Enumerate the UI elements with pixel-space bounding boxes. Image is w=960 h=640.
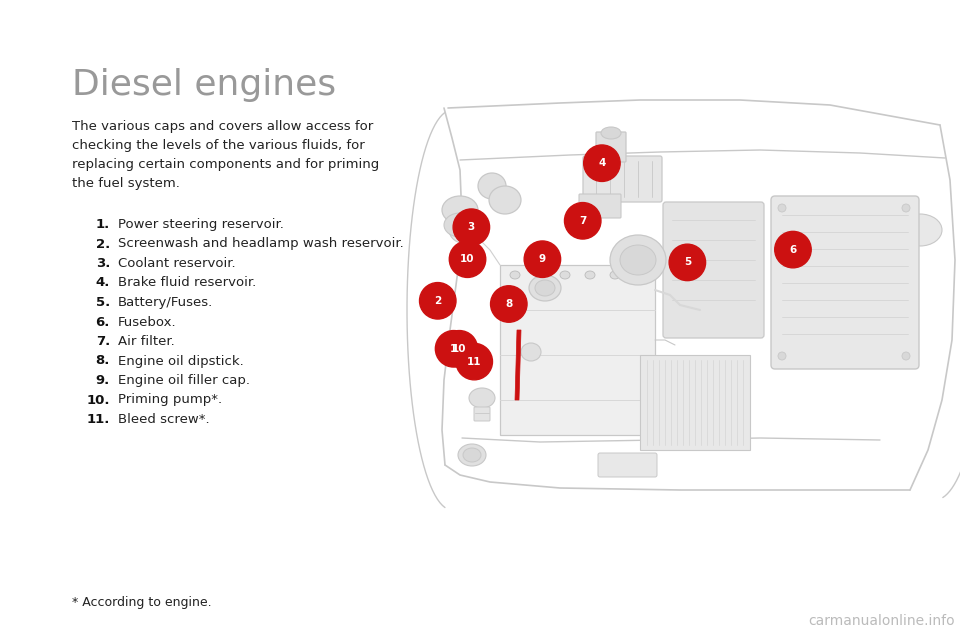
- Text: 6: 6: [789, 244, 797, 255]
- Text: 7: 7: [579, 216, 587, 226]
- FancyBboxPatch shape: [598, 453, 657, 477]
- Ellipse shape: [469, 388, 495, 408]
- Ellipse shape: [620, 245, 656, 275]
- Circle shape: [441, 330, 477, 367]
- FancyBboxPatch shape: [474, 407, 490, 421]
- Text: 9: 9: [539, 254, 546, 264]
- Circle shape: [584, 145, 620, 182]
- Text: 9.: 9.: [96, 374, 110, 387]
- Text: 1.: 1.: [96, 218, 110, 231]
- Text: Fusebox.: Fusebox.: [118, 316, 177, 328]
- Text: 2.: 2.: [96, 237, 110, 250]
- Text: 8: 8: [505, 299, 513, 309]
- Text: 7.: 7.: [96, 335, 110, 348]
- Ellipse shape: [902, 352, 910, 360]
- Circle shape: [775, 231, 811, 268]
- Text: Air filter.: Air filter.: [118, 335, 175, 348]
- Ellipse shape: [444, 213, 476, 237]
- Circle shape: [491, 285, 527, 323]
- Ellipse shape: [521, 343, 541, 361]
- Circle shape: [435, 330, 472, 367]
- FancyBboxPatch shape: [579, 194, 621, 218]
- Ellipse shape: [463, 448, 481, 462]
- Bar: [500, 265, 655, 435]
- Text: Priming pump*.: Priming pump*.: [118, 394, 222, 406]
- Ellipse shape: [778, 204, 786, 212]
- Text: Bleed screw*.: Bleed screw*.: [118, 413, 209, 426]
- Ellipse shape: [635, 271, 645, 279]
- Text: 8.: 8.: [96, 355, 110, 367]
- Text: Coolant reservoir.: Coolant reservoir.: [118, 257, 235, 270]
- FancyBboxPatch shape: [596, 132, 626, 162]
- Text: 4.: 4.: [96, 276, 110, 289]
- Text: 11.: 11.: [86, 413, 110, 426]
- Ellipse shape: [560, 271, 570, 279]
- Text: 3.: 3.: [96, 257, 110, 270]
- Ellipse shape: [442, 196, 478, 224]
- Text: * According to engine.: * According to engine.: [72, 596, 211, 609]
- Ellipse shape: [610, 235, 666, 285]
- Text: 6.: 6.: [96, 316, 110, 328]
- Ellipse shape: [535, 271, 545, 279]
- Bar: [640, 355, 750, 450]
- Ellipse shape: [478, 173, 506, 199]
- FancyBboxPatch shape: [583, 156, 662, 202]
- Ellipse shape: [585, 271, 595, 279]
- Circle shape: [453, 209, 490, 245]
- Text: 10.: 10.: [86, 394, 110, 406]
- Text: 11: 11: [467, 356, 482, 367]
- Text: Diesel engines: Diesel engines: [72, 68, 336, 102]
- Ellipse shape: [535, 280, 555, 296]
- Ellipse shape: [610, 271, 620, 279]
- Ellipse shape: [778, 352, 786, 360]
- Text: Power steering reservoir.: Power steering reservoir.: [118, 218, 284, 231]
- Ellipse shape: [601, 127, 621, 139]
- Ellipse shape: [449, 216, 485, 244]
- Text: Battery/Fuses.: Battery/Fuses.: [118, 296, 213, 309]
- Circle shape: [524, 241, 561, 278]
- Ellipse shape: [898, 214, 942, 246]
- Ellipse shape: [902, 204, 910, 212]
- Text: 1: 1: [450, 344, 457, 354]
- Ellipse shape: [458, 444, 486, 466]
- Circle shape: [420, 282, 456, 319]
- Circle shape: [449, 241, 486, 278]
- Text: The various caps and covers allow access for
checking the levels of the various : The various caps and covers allow access…: [72, 120, 379, 190]
- Text: 2: 2: [434, 296, 442, 306]
- Text: Engine oil filler cap.: Engine oil filler cap.: [118, 374, 250, 387]
- Text: 3: 3: [468, 222, 475, 232]
- FancyBboxPatch shape: [663, 202, 764, 338]
- Text: 10: 10: [452, 344, 467, 354]
- Ellipse shape: [510, 271, 520, 279]
- Circle shape: [564, 202, 601, 239]
- Text: Screenwash and headlamp wash reservoir.: Screenwash and headlamp wash reservoir.: [118, 237, 404, 250]
- Ellipse shape: [489, 186, 521, 214]
- FancyBboxPatch shape: [771, 196, 919, 369]
- Circle shape: [669, 244, 706, 280]
- Text: 10: 10: [460, 254, 475, 264]
- Circle shape: [456, 343, 492, 380]
- Text: carmanualonline.info: carmanualonline.info: [808, 614, 955, 628]
- Text: Brake fluid reservoir.: Brake fluid reservoir.: [118, 276, 256, 289]
- Text: Engine oil dipstick.: Engine oil dipstick.: [118, 355, 244, 367]
- Text: 5.: 5.: [96, 296, 110, 309]
- Text: 5: 5: [684, 257, 691, 268]
- Text: 4: 4: [598, 158, 606, 168]
- Polygon shape: [515, 330, 521, 400]
- Ellipse shape: [529, 275, 561, 301]
